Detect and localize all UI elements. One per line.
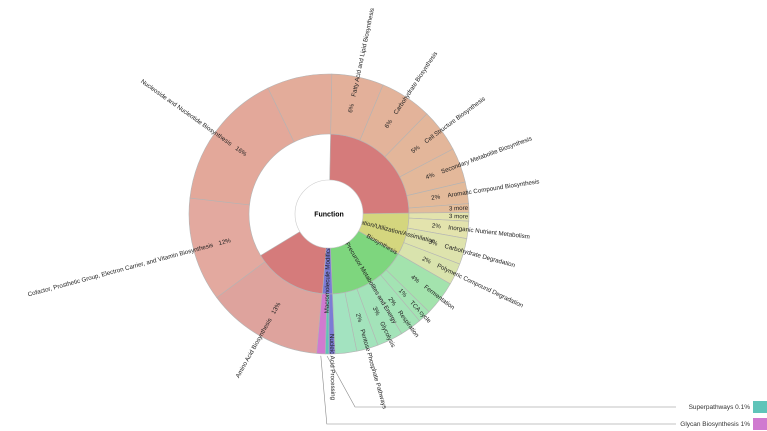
outer-label-nucleic-acid-processing-16: Nucleic Acid Processing xyxy=(328,334,336,401)
legend-group: Superpathways 0.1% Glycan Biosynthesis 1% xyxy=(320,355,767,430)
inner-label-macromolecule-modification: Macromolecule Modification xyxy=(324,236,333,313)
outer-percent-0: 6% xyxy=(347,103,356,114)
outer-label-3-more-6: 3 more xyxy=(449,213,469,220)
outer-percent-9: 2% xyxy=(421,255,433,265)
outer-percent-8: 3% xyxy=(428,239,439,248)
center-label: Function xyxy=(314,212,344,219)
rings-group xyxy=(188,73,470,355)
legend-swatch-glycan-biosynthesis[interactable] xyxy=(753,418,767,430)
legend-leader-glycan-biosynthesis xyxy=(320,355,676,425)
outer-label-cofactor-prosthetic-group-electron-carrier-and-vitamin-biosynthesis-20: Cofactor, Prosthetic Group, Electron Car… xyxy=(27,242,214,299)
outer-segment-segment-22[interactable] xyxy=(267,73,333,143)
outer-percent-1: 6% xyxy=(383,118,394,130)
outer-percent-3: 4% xyxy=(425,171,436,181)
outer-percent-4: 2% xyxy=(431,193,441,201)
outer-label-nucleoside-and-nucleotide-biosynthesis-21: Nucleoside and Nucleotide Biosynthesis xyxy=(139,78,233,147)
legend-swatch-superpathways[interactable] xyxy=(753,401,767,413)
outer-percent-2: 5% xyxy=(410,144,422,155)
outer-percent-14: 2% xyxy=(354,313,363,324)
legend-label-glycan-biosynthesis: Glycan Biosynthesis 1% xyxy=(680,421,750,428)
outer-percent-13: 3% xyxy=(371,306,381,318)
legend-leader-superpathways xyxy=(326,355,676,408)
outer-percent-10: 4% xyxy=(409,274,421,285)
legend-label-superpathways: Superpathways 0.1% xyxy=(689,404,751,411)
outer-percent-20: 12% xyxy=(218,237,232,247)
outer-label-3-more-5: 3 more xyxy=(449,205,469,213)
outer-percent-11: 1% xyxy=(397,287,409,299)
labels-group: BiosynthesisDegradation/Utilization/Assi… xyxy=(27,7,540,409)
outer-percent-12: 2% xyxy=(387,296,398,308)
center-hub[interactable] xyxy=(294,179,364,249)
outer-percent-7: 2% xyxy=(431,222,441,230)
